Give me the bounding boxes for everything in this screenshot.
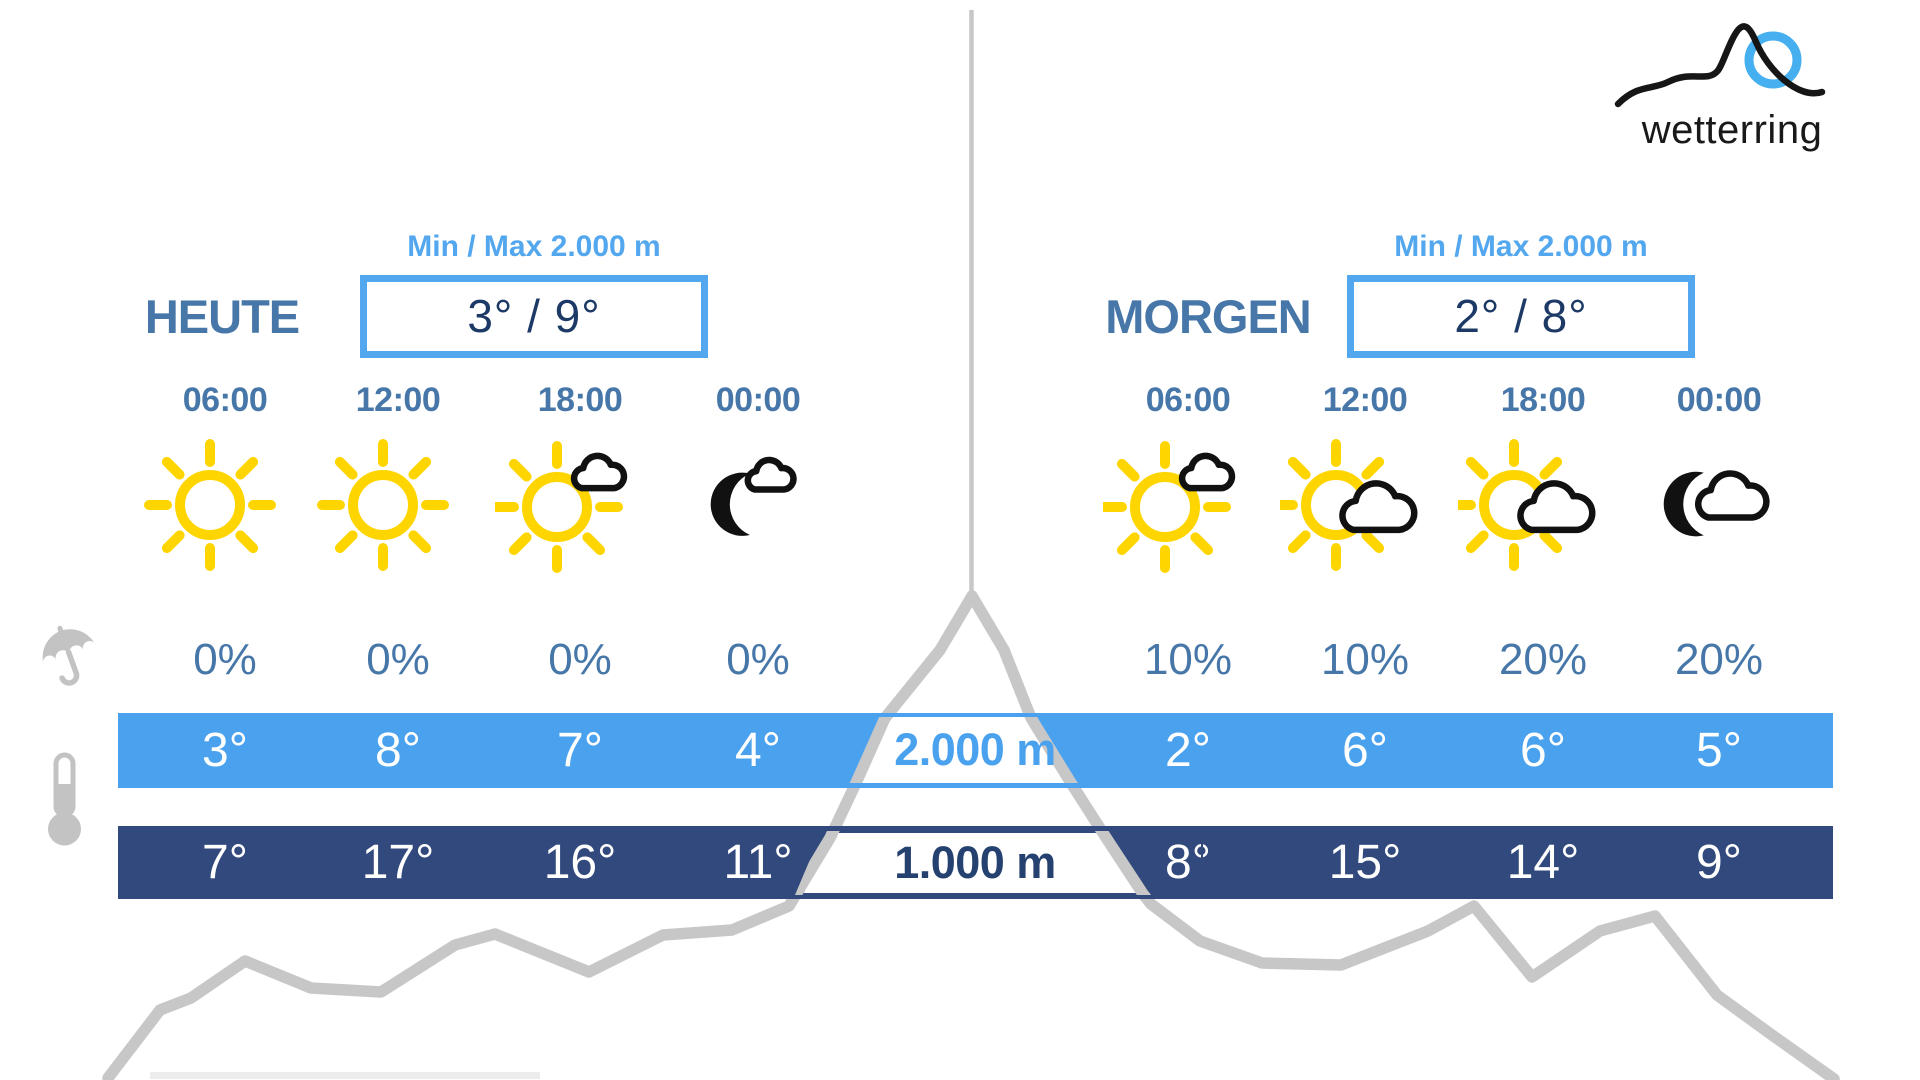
precipitation-probability: 0% — [193, 635, 257, 684]
elevation-box-outline-1000m — [717, 831, 1203, 895]
sun-small-cloud-icon — [1103, 435, 1243, 575]
day-label-morgen: MORGEN — [1105, 290, 1312, 343]
mountain-sun-logo-icon — [1614, 23, 1826, 108]
minmax-caption-heute: Min / Max 2.000 m — [407, 230, 661, 263]
sun-small-cloud-icon — [495, 435, 635, 575]
temperature-2000m: 6° — [1342, 724, 1388, 777]
brand-name: wetterring — [1641, 108, 1823, 152]
sun-cloud-icon — [1458, 435, 1598, 575]
temperature-1000m: 15° — [1328, 836, 1402, 889]
temperature-1000m: 16° — [543, 836, 617, 889]
precipitation-probability: 20% — [1674, 635, 1764, 684]
temperature-2000m: 3° — [202, 724, 248, 777]
mountain-window-1000m — [803, 831, 1143, 895]
temperature-2000m: 4° — [735, 724, 781, 777]
temperature-1000m: 9° — [1696, 836, 1742, 889]
moon-small-cloud-icon — [673, 435, 813, 575]
temperature-1000m: 11° — [723, 836, 793, 889]
minmax-box-heute: 3° / 9° — [360, 275, 708, 358]
temperature-2000m: 6° — [1520, 724, 1566, 777]
precipitation-probability: 20% — [1498, 635, 1588, 684]
minmax-value-heute: 3° / 9° — [467, 290, 601, 342]
umbrella-icon — [36, 622, 104, 692]
temperature-2000m: 2° — [1165, 724, 1211, 777]
minmax-value-morgen: 2° / 8° — [1454, 290, 1588, 342]
temperature-1000m: 8° — [1165, 836, 1211, 889]
minmax-caption-morgen: Min / Max 2.000 m — [1394, 230, 1648, 263]
sun-cloud-icon — [1280, 435, 1420, 575]
temperature-1000m: 14° — [1506, 836, 1580, 889]
time-label: 18:00 — [1500, 381, 1586, 419]
temperature-2000m: 8° — [375, 724, 421, 777]
temperature-1000m: 7° — [202, 836, 248, 889]
time-label: 00:00 — [1676, 381, 1762, 419]
precipitation-probability: 0% — [726, 635, 790, 684]
moon-cloud-icon — [1634, 435, 1774, 575]
day-label-heute: HEUTE — [144, 290, 300, 343]
time-label: 06:00 — [182, 381, 268, 419]
precipitation-probability: 10% — [1143, 635, 1233, 684]
precipitation-probability: 0% — [366, 635, 430, 684]
brand-logo: wetterring — [1610, 16, 1854, 156]
time-label: 00:00 — [715, 381, 801, 419]
thermometer-icon — [34, 752, 96, 852]
elevation-label-2000m: 2.000 m — [894, 724, 1056, 775]
elevation-label-1000m: 1.000 m — [894, 837, 1056, 888]
sun-icon — [140, 435, 280, 575]
temperature-1000m: 17° — [361, 836, 435, 889]
mountain-ridge-line — [102, 590, 1840, 1080]
time-label: 18:00 — [537, 381, 623, 419]
minmax-box-morgen: 2° / 8° — [1347, 275, 1695, 358]
time-label: 12:00 — [355, 381, 441, 419]
sun-icon — [313, 435, 453, 575]
precipitation-probability: 10% — [1320, 635, 1410, 684]
time-label: 06:00 — [1145, 381, 1231, 419]
temperature-2000m: 7° — [557, 724, 603, 777]
temperature-2000m: 5° — [1696, 724, 1742, 777]
precipitation-probability: 0% — [548, 635, 612, 684]
time-label: 12:00 — [1322, 381, 1408, 419]
bottom-strip — [150, 1072, 540, 1079]
